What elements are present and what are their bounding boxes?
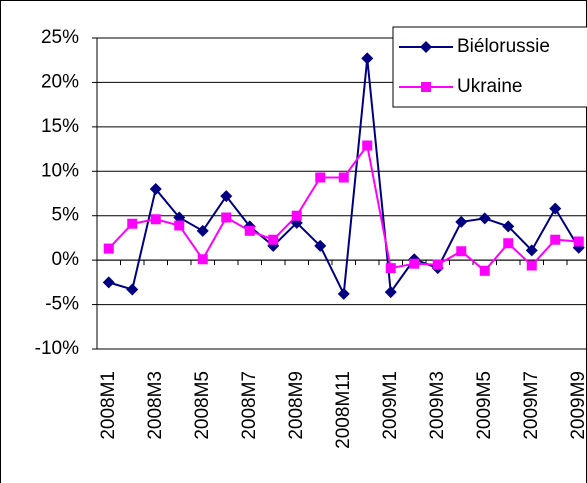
legend: Biélorussie Ukraine (392, 26, 587, 108)
y-tick-label: 10% (41, 160, 79, 181)
data-point (244, 225, 255, 236)
data-point (455, 215, 468, 228)
x-tick-label: 2009M3 (427, 371, 448, 440)
data-point (456, 246, 467, 257)
data-point (220, 190, 233, 203)
data-point (197, 254, 208, 265)
data-point (526, 260, 537, 271)
data-point (503, 238, 514, 249)
data-point (150, 214, 161, 225)
data-point (361, 52, 374, 65)
data-point (127, 218, 138, 229)
legend-label: Biélorussie (457, 36, 550, 57)
data-point (174, 220, 185, 231)
data-point (126, 283, 139, 296)
data-point (479, 265, 490, 276)
data-point (221, 212, 232, 223)
data-point (385, 263, 396, 274)
x-tick-label: 2009M7 (521, 371, 542, 440)
x-tick-label: 2008M9 (286, 371, 307, 440)
data-point (102, 276, 115, 289)
y-tick-label: 20% (41, 71, 79, 92)
legend-label: Ukraine (457, 76, 522, 97)
data-point (337, 287, 350, 300)
data-point (291, 210, 302, 221)
data-point (314, 239, 327, 252)
data-point (149, 183, 162, 196)
x-tick-label: 2009M5 (474, 371, 495, 440)
data-point (338, 172, 349, 183)
series-line (108, 143, 579, 273)
legend-marker (421, 82, 431, 92)
x-tick-label: 2009M1 (380, 371, 401, 440)
data-point (409, 258, 420, 269)
data-point (315, 172, 326, 183)
data-point (103, 243, 114, 254)
y-tick-label: 0% (52, 249, 80, 270)
data-point (196, 224, 209, 237)
x-tick-label: 2008M5 (192, 371, 213, 440)
y-tick-label: 15% (41, 116, 79, 137)
y-tick-label: 5% (52, 205, 80, 226)
data-point (384, 286, 397, 299)
legend-marker (420, 41, 432, 53)
data-point (573, 236, 584, 247)
y-tick-label: -5% (45, 294, 79, 315)
x-tick-label: 2009M9 (568, 371, 587, 440)
data-point (362, 140, 373, 151)
x-tick-label: 2008M7 (239, 371, 260, 440)
x-tick-label: 2008M11 (333, 371, 354, 449)
x-tick-label: 2008M1 (98, 371, 119, 440)
legend-box (392, 26, 587, 108)
data-point (502, 220, 515, 233)
data-point (478, 212, 491, 225)
x-tick-label: 2008M3 (145, 371, 166, 440)
data-point (549, 202, 562, 215)
data-point (550, 234, 561, 245)
data-point (432, 259, 443, 270)
y-tick-label: 25% (41, 27, 79, 48)
data-point (268, 234, 279, 245)
y-tick-label: -10% (35, 338, 79, 359)
data-point (525, 244, 538, 257)
